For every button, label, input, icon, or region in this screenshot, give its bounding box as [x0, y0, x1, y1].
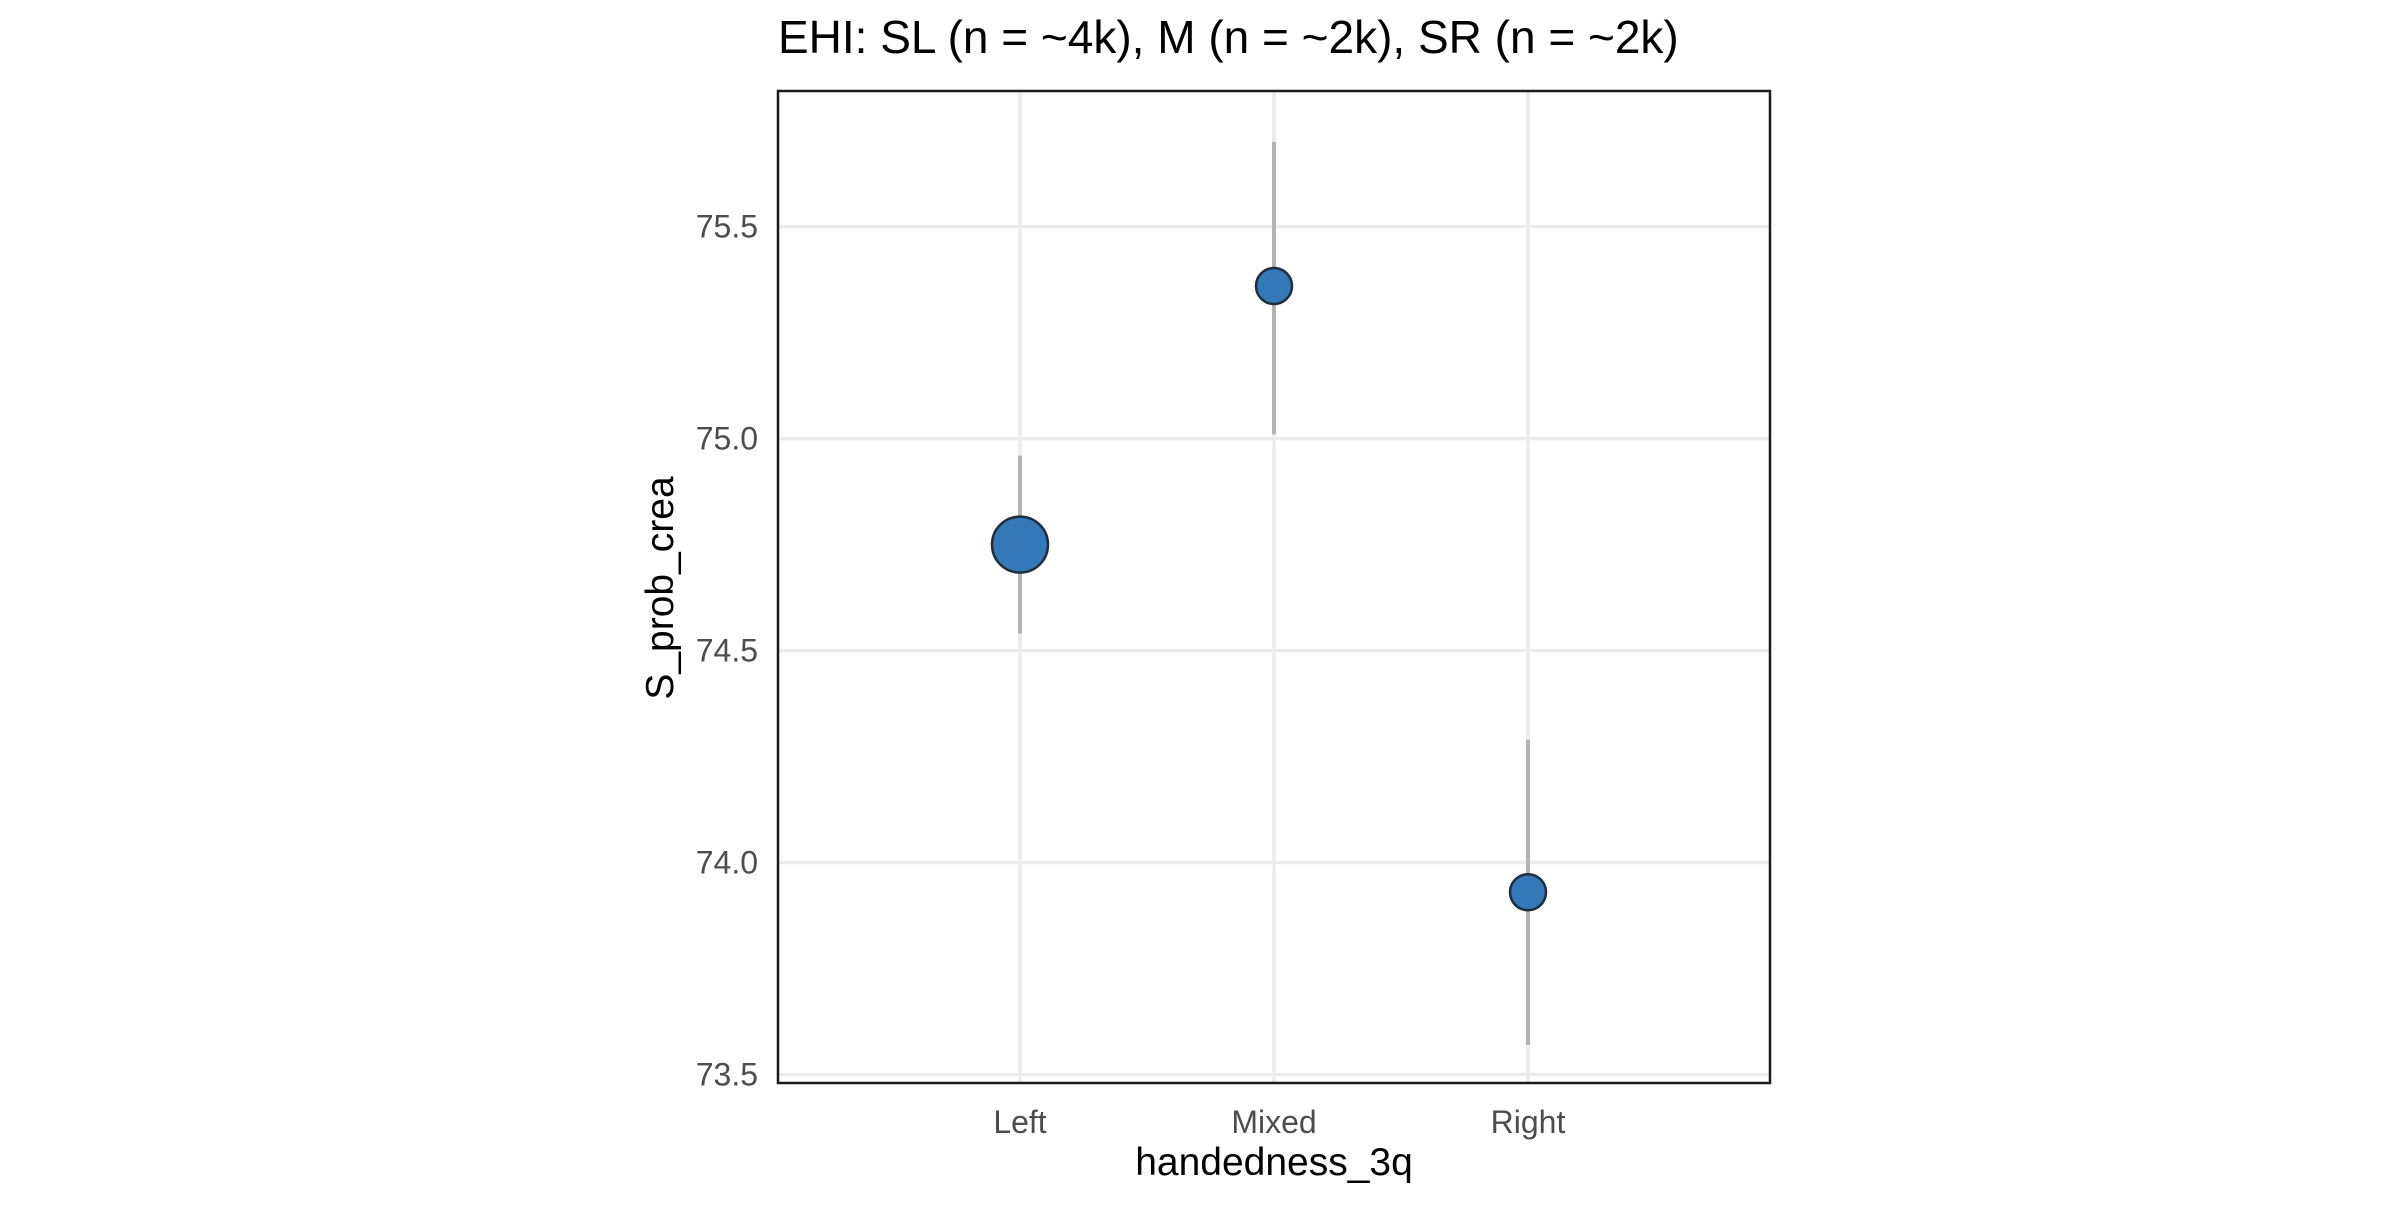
x-tick-label: Mixed [1231, 1104, 1316, 1140]
data-point [1254, 266, 1294, 306]
data-point [1508, 872, 1548, 912]
y-tick-labels: 73.5 74.0 74.5 75.0 75.5 [696, 209, 758, 1093]
x-tick-label: Left [993, 1104, 1046, 1140]
x-tick-labels: Left Mixed Right [993, 1104, 1565, 1140]
y-tick-label: 75.5 [696, 209, 758, 245]
y-tick-label: 74.0 [696, 845, 758, 881]
point-layer [990, 266, 1548, 912]
x-axis-title: handedness_3q [1135, 1141, 1413, 1184]
x-tick-label: Right [1491, 1104, 1566, 1140]
chart-title: EHI: SL (n = ~4k), M (n = ~2k), SR (n = … [778, 11, 1679, 63]
plot-panel-border [776, 89, 1772, 1085]
y-tick-label: 75.0 [696, 421, 758, 457]
data-point [990, 515, 1050, 574]
y-tick-label: 74.5 [696, 633, 758, 669]
y-axis-title: S_prob_crea [639, 476, 682, 700]
y-tick-label: 73.5 [696, 1057, 758, 1093]
